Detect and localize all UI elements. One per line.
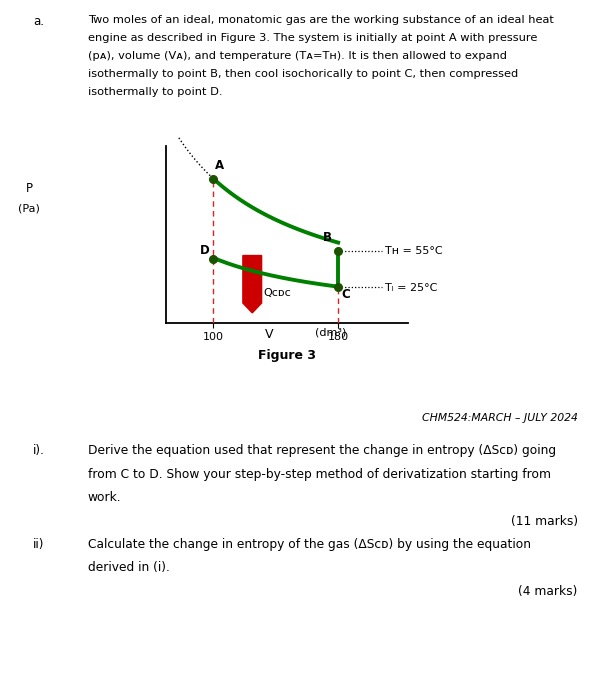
Text: D: D [200,244,210,257]
Text: i).: i). [33,444,45,457]
Text: isothermally to point B, then cool isochorically to point C, then compressed: isothermally to point B, then cool isoch… [88,69,518,79]
Text: Tₗ = 25°C: Tₗ = 25°C [385,283,437,294]
Text: Two moles of an ideal, monatomic gas are the working substance of an ideal heat: Two moles of an ideal, monatomic gas are… [88,15,554,25]
Text: ii): ii) [33,538,45,551]
Text: (dm³): (dm³) [315,328,346,337]
Text: (4 marks): (4 marks) [518,585,578,598]
Text: P: P [25,182,33,195]
Text: CHM524:MARCH – JULY 2024: CHM524:MARCH – JULY 2024 [422,413,578,423]
FancyArrow shape [243,255,261,313]
Text: from C to D. Show your step-by-step method of derivatization starting from: from C to D. Show your step-by-step meth… [88,468,551,481]
Text: Derive the equation used that represent the change in entropy (ΔSᴄᴅ) going: Derive the equation used that represent … [88,444,556,457]
Text: Tʜ = 55°C: Tʜ = 55°C [385,246,443,255]
Text: A: A [215,159,224,172]
Text: work.: work. [88,491,122,505]
Text: a.: a. [33,15,44,28]
Text: V: V [265,328,273,341]
Text: Calculate the change in entropy of the gas (ΔSᴄᴅ) by using the equation: Calculate the change in entropy of the g… [88,538,531,551]
Polygon shape [566,239,605,328]
Text: Figure 3: Figure 3 [258,349,316,362]
Text: (Pa): (Pa) [18,203,40,213]
Text: B: B [322,231,332,244]
Text: derived in (i).: derived in (i). [88,561,169,575]
Text: (pᴀ), volume (Vᴀ), and temperature (Tᴀ=Tʜ). It is then allowed to expand: (pᴀ), volume (Vᴀ), and temperature (Tᴀ=T… [88,51,507,61]
Text: engine as described in Figure 3. The system is initially at point A with pressur: engine as described in Figure 3. The sys… [88,33,537,43]
Text: isothermally to point D.: isothermally to point D. [88,87,222,97]
Text: Qᴄᴅᴄ: Qᴄᴅᴄ [263,288,291,298]
Text: C: C [341,288,350,301]
Text: (11 marks): (11 marks) [511,515,578,528]
